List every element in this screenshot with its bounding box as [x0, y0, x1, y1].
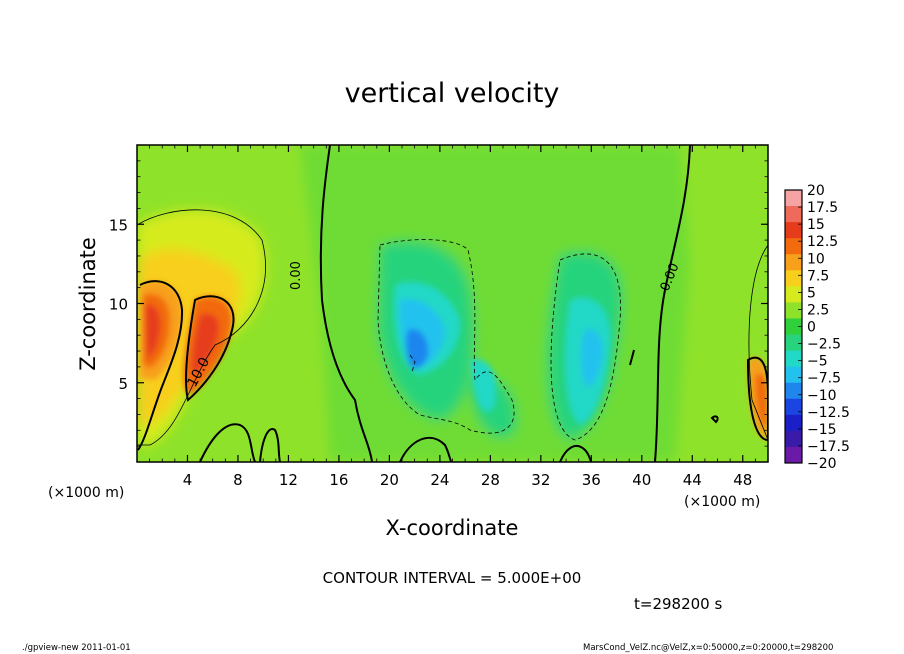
- x-unit-label: (×1000 m): [684, 494, 760, 510]
- y-tick-label: 10: [109, 296, 128, 314]
- x-tick-label: 20: [380, 471, 399, 489]
- colorbar-label: 10: [807, 251, 825, 267]
- x-tick-label: 8: [233, 471, 243, 489]
- colorbar-label: 17.5: [807, 200, 838, 216]
- colorbar-swatch: [785, 414, 802, 432]
- colorbar-label: 0: [807, 320, 816, 336]
- x-axis: 4 8 12 16 20 24 28 32 36 40 44 48: [149, 145, 769, 489]
- contours-dashed: [377, 239, 621, 441]
- x-tick-label: 48: [733, 471, 752, 489]
- colorbar-swatch: [785, 286, 802, 303]
- contour-interval-text: CONTOUR INTERVAL = 5.000E+00: [323, 569, 582, 587]
- contours-thin: [137, 209, 768, 446]
- x-tick-label: 28: [481, 471, 500, 489]
- x-tick-label: 24: [430, 471, 449, 489]
- x-tick-label: 12: [279, 471, 298, 489]
- colorbar-label: −20: [807, 456, 837, 472]
- x-tick-label: 44: [683, 471, 702, 489]
- colorbar-swatch: [785, 366, 802, 384]
- colorbar-swatch: [785, 190, 802, 207]
- colorbar-label: −5: [807, 354, 828, 370]
- colorbar-label: −17.5: [807, 439, 850, 455]
- y-axis-label: Z-coordinate: [76, 237, 100, 371]
- colorbar-swatch: [785, 302, 802, 319]
- colorbar-label: −7.5: [807, 371, 841, 387]
- x-tick-label: 32: [531, 471, 550, 489]
- colorbar-swatch: [785, 270, 802, 287]
- colorbar-label: 7.5: [807, 268, 829, 284]
- colorbar-swatch: [785, 222, 802, 239]
- y-tick-label: 5: [118, 375, 128, 393]
- colorbar-swatch: [785, 206, 802, 223]
- x-tick-label: 4: [183, 471, 193, 489]
- colorbar-label: 15: [807, 217, 825, 233]
- colorbar-swatch: [785, 382, 802, 400]
- colorbar-swatch: [785, 334, 802, 352]
- colorbar-label: −15: [807, 422, 837, 438]
- x-tick-label: 36: [582, 471, 601, 489]
- colorbar-label: 5: [807, 285, 816, 301]
- colorbar-label: 2.5: [807, 302, 829, 318]
- colorbar-swatch: [785, 398, 802, 416]
- x-tick-label: 16: [329, 471, 348, 489]
- colorbar-label: −2.5: [807, 337, 841, 353]
- colorbar-swatch: [785, 238, 802, 255]
- colorbar-label: −12.5: [807, 405, 850, 421]
- plot-area: [137, 145, 768, 462]
- y-axis: 5 10 15: [109, 160, 768, 447]
- y-tick-label: 15: [109, 216, 128, 234]
- core-layer: [140, 281, 768, 440]
- footer-left-text: ./gpview-new 2011-01-01: [22, 643, 131, 653]
- x-tick-label: 40: [632, 471, 651, 489]
- colorbar-swatch: [785, 446, 802, 464]
- colorbar-swatch: [785, 318, 802, 336]
- colorbar-label: 12.5: [807, 234, 838, 250]
- colorbar-swatch: [785, 254, 802, 271]
- x-axis-label: X-coordinate: [386, 516, 519, 540]
- colorbar-label: −10: [807, 388, 837, 404]
- chart-title: vertical velocity: [345, 78, 560, 109]
- y-unit-label: (×1000 m): [48, 485, 124, 501]
- time-label: t=298200 s: [634, 595, 722, 613]
- colorbar-swatch: [785, 430, 802, 448]
- colorbar-swatch: [785, 350, 802, 368]
- footer-right-text: MarsCond_VelZ.nc@VelZ,x=0:50000,z=0:2000…: [583, 643, 833, 653]
- contour-label-0-left: 0.00: [289, 261, 304, 290]
- colorbar-label: 20: [807, 183, 825, 199]
